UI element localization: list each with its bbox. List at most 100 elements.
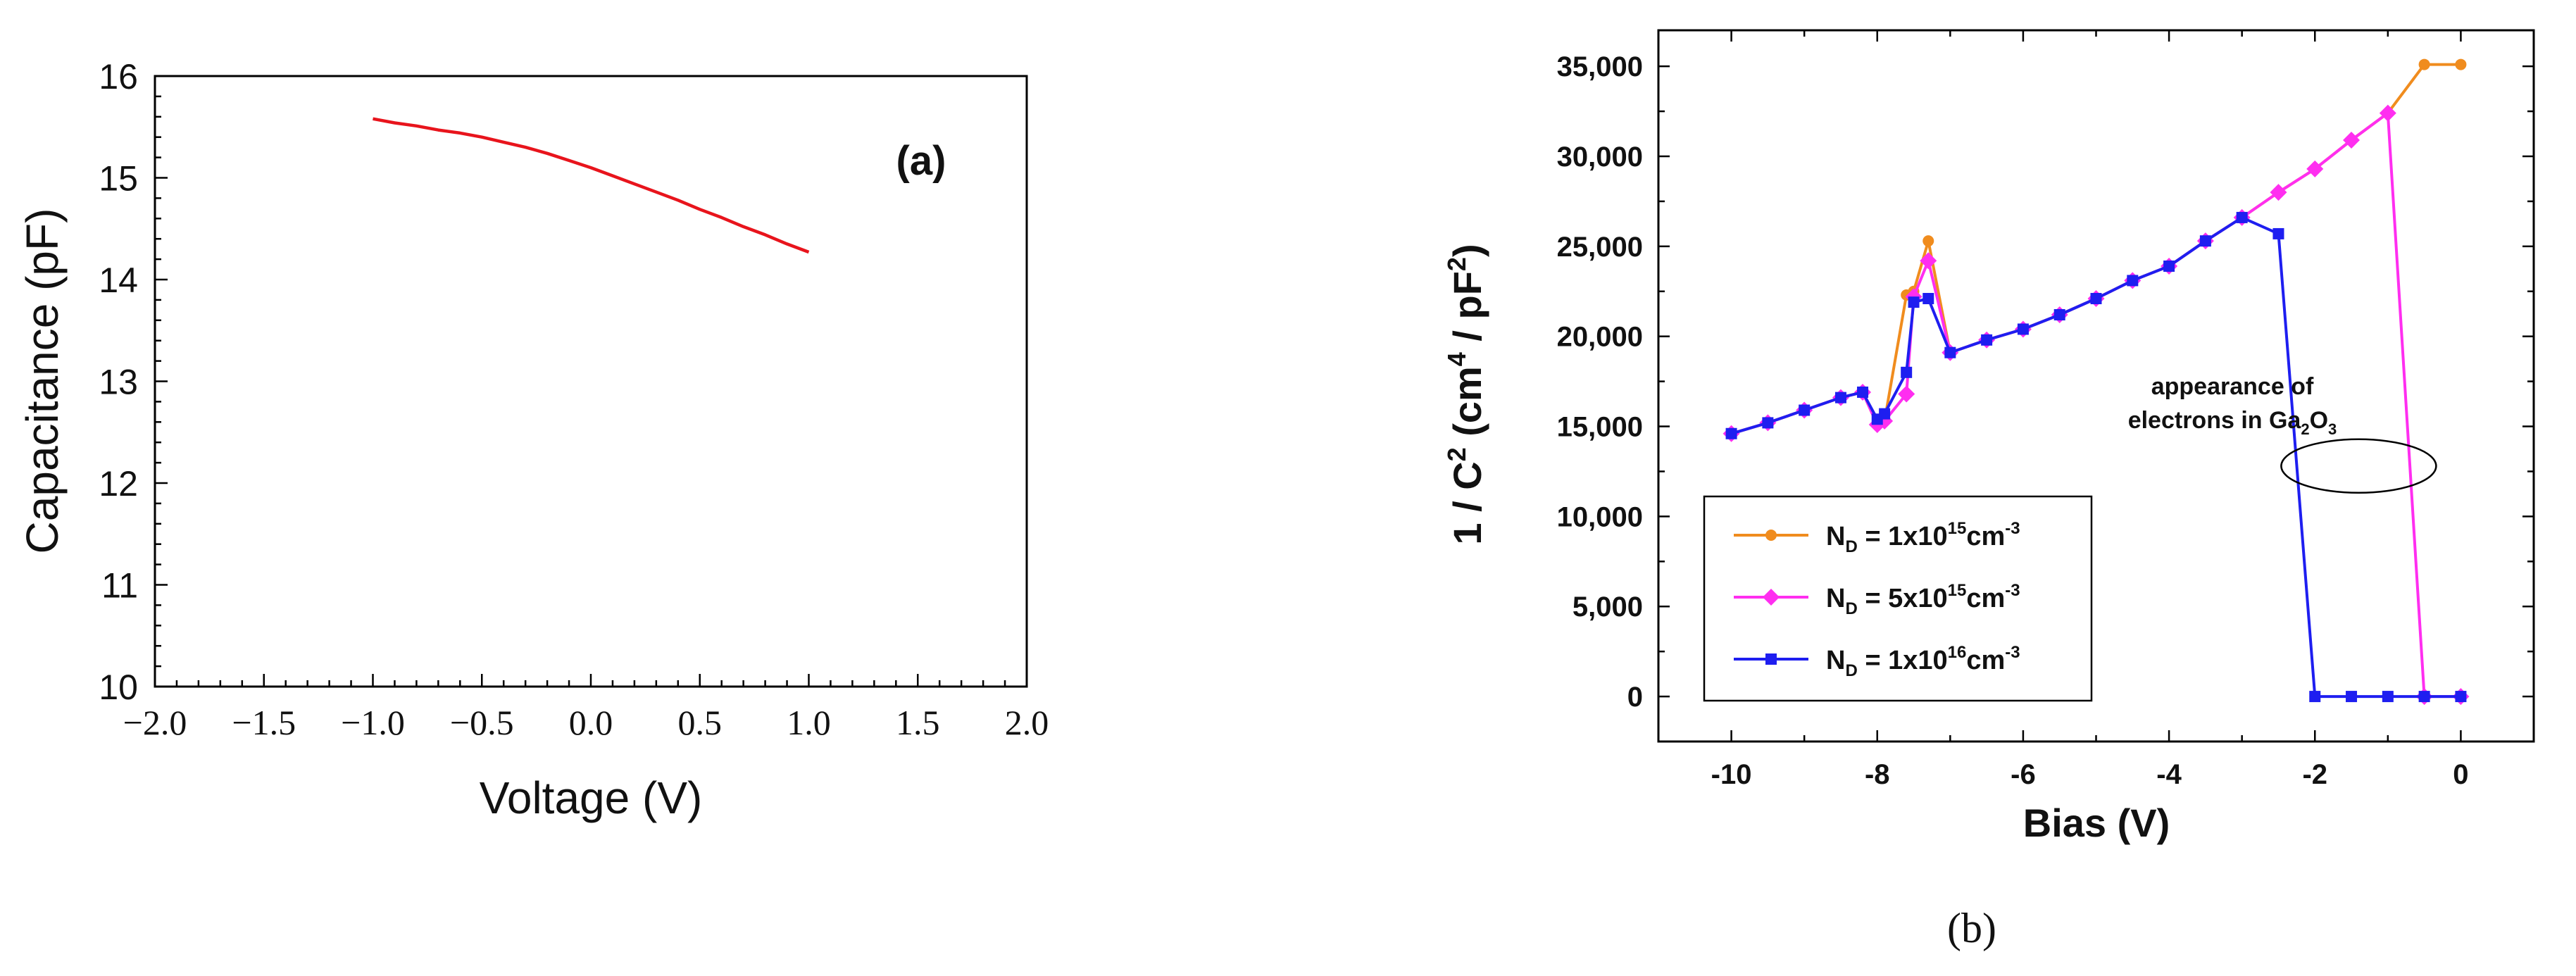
data-point xyxy=(2053,309,2065,320)
x-tick-label: 1.5 xyxy=(896,703,940,742)
legend-label-1: ND = 5x1015cm-3 xyxy=(1826,581,2020,618)
legend-sub: D xyxy=(1845,599,1857,618)
x-tick-label: 0.0 xyxy=(569,703,613,742)
annotation-line2: electrons in Ga2O3 xyxy=(2128,407,2337,438)
x-tick-label: 0 xyxy=(2453,759,2468,790)
data-point xyxy=(1920,252,1937,270)
legend-text: = 1x10 xyxy=(1858,522,1948,551)
data-point xyxy=(2236,211,2248,223)
data-point xyxy=(2272,227,2284,239)
panel-a-capacitance-line xyxy=(373,117,810,254)
x-tick-label: 0.5 xyxy=(678,703,723,742)
x-tick-label: -6 xyxy=(2011,759,2036,790)
y-tick-label: 15,000 xyxy=(1557,412,1643,443)
y-tick-label: 15 xyxy=(99,159,138,199)
data-point xyxy=(2379,104,2396,122)
legend-label-0: ND = 1x1015cm-3 xyxy=(1826,519,2020,556)
data-point xyxy=(1944,346,1956,358)
legend-sup: -3 xyxy=(2005,519,2020,538)
panel-b-ticks: -10 -8 -6 -4 -2 0 0 5,000 10,000 15,000 20,000 25,0… xyxy=(1557,30,2534,790)
legend-sup: 16 xyxy=(1948,643,1967,662)
ylabel-text: 1 / C xyxy=(1445,461,1489,544)
x-tick-label: -2 xyxy=(2302,759,2327,790)
data-point xyxy=(1879,408,1891,420)
y-tick-label: 12 xyxy=(99,464,138,503)
legend-sup: -3 xyxy=(2005,643,2020,662)
y-tick-label: 16 xyxy=(99,57,138,96)
legend-markers xyxy=(1734,530,1808,665)
data-point xyxy=(1901,366,1913,378)
ylabel-sup: 2 xyxy=(1442,257,1471,271)
data-point xyxy=(2455,691,2467,703)
y-tick-label: 30,000 xyxy=(1557,142,1643,173)
series-line-0 xyxy=(1731,63,2461,435)
legend-text: cm xyxy=(1966,522,2005,551)
data-point xyxy=(2127,275,2139,287)
legend-marker xyxy=(1765,530,1777,541)
x-tick-label: -4 xyxy=(2156,759,2182,790)
data-point xyxy=(2306,160,2324,177)
series-0 xyxy=(1725,58,2467,439)
legend: ND = 1x1015cm-3 ND = 5x1015cm-3 ND = 1x1… xyxy=(1703,495,2093,702)
ylabel-text: (cm xyxy=(1445,366,1489,447)
data-point xyxy=(2017,323,2029,335)
data-point xyxy=(1799,404,1811,416)
y-tick-label: 20,000 xyxy=(1557,322,1643,353)
data-point xyxy=(1922,292,1934,304)
y-tick-label: 13 xyxy=(99,363,138,402)
panel-b: -10 -8 -6 -4 -2 0 0 5,000 10,000 15,000 20,000 25,0… xyxy=(1442,29,2535,951)
data-point xyxy=(1981,334,1993,346)
x-tick-label: 2.0 xyxy=(1005,703,1049,742)
legend-label-2: ND = 1x1016cm-3 xyxy=(1826,643,2020,680)
x-tick-label: -8 xyxy=(1865,759,1890,790)
x-tick-label: −1.0 xyxy=(341,703,405,742)
data-point xyxy=(2309,691,2321,703)
y-tick-label: 0 xyxy=(1627,682,1643,713)
data-point xyxy=(2199,235,2211,247)
data-point xyxy=(2270,184,2287,201)
x-tick-label: 1.0 xyxy=(787,703,831,742)
data-point xyxy=(2163,260,2175,272)
legend-sup: -3 xyxy=(2005,581,2020,600)
legend-sup: 15 xyxy=(1948,581,1967,600)
data-point xyxy=(2090,292,2102,304)
annotation-text: O xyxy=(2310,407,2328,434)
y-tick-label: 10,000 xyxy=(1557,501,1643,532)
legend-sub: D xyxy=(1845,661,1857,680)
legend-text: = 1x10 xyxy=(1858,646,1948,675)
y-tick-label: 14 xyxy=(99,261,138,300)
data-point xyxy=(2343,131,2361,149)
y-tick-label: 11 xyxy=(101,566,138,606)
data-point xyxy=(1762,417,1774,429)
legend-text: N xyxy=(1826,646,1845,675)
legend-marker xyxy=(1765,653,1777,665)
legend-sup: 15 xyxy=(1948,519,1967,538)
x-tick-label: −2.0 xyxy=(123,703,187,742)
panel-a: −2.0 −1.5 −1.0 −0.5 0.0 0.5 1.0 1.5 2.0 10 11 12 13 1… xyxy=(17,57,1049,823)
ylabel-sup: 4 xyxy=(1442,352,1471,366)
data-point xyxy=(2382,691,2394,703)
data-point xyxy=(1922,235,1934,247)
data-point xyxy=(2418,58,2430,70)
panel-a-label: (a) xyxy=(896,138,946,184)
data-point xyxy=(2418,691,2430,703)
legend-text: cm xyxy=(1966,646,2005,675)
x-tick-label: −0.5 xyxy=(450,703,514,742)
annotation-ellipse xyxy=(2280,438,2437,494)
data-point xyxy=(1898,385,1915,403)
ylabel-sup: 2 xyxy=(1442,447,1471,461)
y-tick-label: 25,000 xyxy=(1557,232,1643,263)
legend-text: N xyxy=(1826,584,1845,613)
data-point xyxy=(2455,58,2467,70)
panel-b-label: (b) xyxy=(1947,905,1996,951)
ylabel-text: / pF xyxy=(1445,271,1489,352)
data-point xyxy=(1725,427,1737,439)
panel-b-x-axis-title: Bias (V) xyxy=(2023,801,2170,845)
legend-text: cm xyxy=(1966,584,2005,613)
annotation-sub: 2 xyxy=(2301,420,2309,438)
data-point xyxy=(1857,386,1869,398)
panel-a-y-axis-title: Capacitance (pF) xyxy=(17,208,68,554)
legend-text: = 5x10 xyxy=(1858,584,1948,613)
y-tick-label: 10 xyxy=(99,668,138,707)
